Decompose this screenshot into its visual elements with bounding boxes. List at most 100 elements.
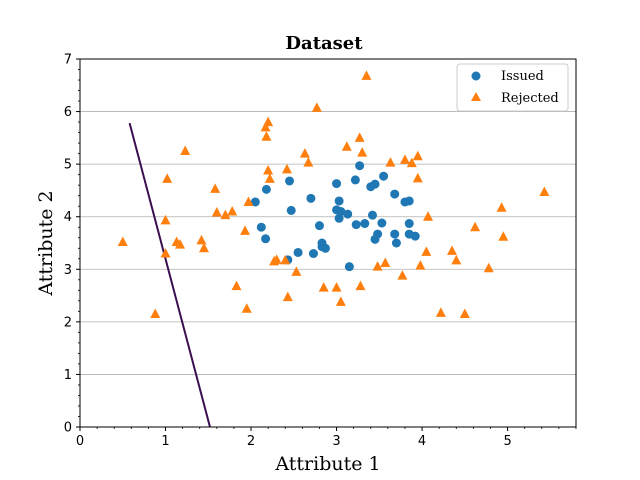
issued-point bbox=[370, 179, 380, 189]
rejected-point bbox=[372, 261, 383, 271]
y-tick-label: 5 bbox=[64, 158, 72, 173]
rejected-point bbox=[280, 254, 291, 265]
y-tick-label: 1 bbox=[64, 368, 72, 383]
rejected-point bbox=[231, 280, 242, 291]
issued-point bbox=[391, 238, 401, 248]
y-tick-label: 2 bbox=[64, 315, 72, 330]
rejected-point bbox=[260, 121, 271, 132]
rejected-point bbox=[311, 102, 322, 112]
issued-point bbox=[343, 209, 353, 219]
rejected-point bbox=[150, 308, 161, 318]
rejected-point bbox=[220, 209, 231, 220]
rejected-point bbox=[399, 154, 410, 164]
issued-point bbox=[320, 243, 330, 253]
x-tick-label: 2 bbox=[247, 434, 255, 449]
rejected-point bbox=[423, 211, 434, 221]
rejected-point bbox=[243, 196, 254, 206]
rejected-point bbox=[318, 282, 329, 292]
legend-marker-rejected bbox=[471, 92, 481, 101]
rejected-point bbox=[117, 236, 128, 246]
rejected-point bbox=[483, 262, 494, 273]
rejected-point bbox=[435, 307, 446, 317]
rejected-point bbox=[361, 70, 372, 80]
rejected-point bbox=[421, 246, 432, 256]
rejected-point bbox=[355, 280, 366, 291]
issued-point bbox=[336, 206, 346, 216]
legend: Issued Rejected bbox=[456, 63, 569, 112]
x-axis-label: Attribute 1 bbox=[274, 453, 380, 475]
rejected-point bbox=[299, 148, 310, 158]
rejected-point bbox=[415, 260, 426, 270]
rejected-point bbox=[406, 157, 417, 168]
plot-frame bbox=[79, 58, 577, 428]
rejected-point bbox=[459, 308, 470, 318]
rejected-point bbox=[160, 248, 171, 258]
issued-point bbox=[261, 234, 271, 244]
rejected-point bbox=[354, 132, 365, 142]
rejected-point bbox=[241, 303, 252, 313]
issued-point bbox=[379, 171, 389, 181]
rejected-point bbox=[303, 157, 314, 167]
issued-point bbox=[344, 262, 354, 272]
rejected-point bbox=[160, 214, 171, 225]
rejected-point bbox=[331, 282, 342, 292]
y-tick-label: 4 bbox=[64, 210, 72, 225]
rejected-point bbox=[357, 147, 368, 157]
axis-ticks: 0 1 2 3 4 5 0 1 2 3 4 5 6 7 bbox=[64, 53, 577, 449]
rejected-point bbox=[271, 254, 282, 264]
y-tick-label: 7 bbox=[64, 53, 72, 68]
rejected-point bbox=[240, 225, 251, 235]
issued-point bbox=[285, 176, 295, 186]
y-tick-label: 3 bbox=[64, 263, 72, 278]
issued-point bbox=[350, 175, 360, 185]
rejected-point bbox=[451, 254, 462, 265]
rejected-point bbox=[162, 173, 173, 183]
rejected-point bbox=[412, 172, 423, 183]
rejected-point bbox=[341, 141, 352, 151]
issued-point bbox=[360, 219, 370, 229]
issued-point bbox=[250, 197, 260, 207]
rejected-point bbox=[291, 266, 302, 276]
rejected-point bbox=[281, 163, 292, 174]
chart-title: Dataset bbox=[285, 33, 363, 54]
issued-point bbox=[367, 210, 377, 220]
decision-boundary-layer bbox=[128, 122, 211, 428]
issued-point bbox=[404, 219, 414, 229]
issued-point bbox=[306, 193, 316, 203]
issued-point bbox=[355, 161, 365, 171]
rejected-point bbox=[199, 242, 209, 253]
issued-point bbox=[334, 213, 344, 223]
x-tick-label: 1 bbox=[161, 434, 169, 449]
rejected-point bbox=[385, 157, 396, 167]
rejected-point bbox=[175, 239, 186, 249]
issued-point bbox=[256, 222, 266, 232]
y-axis-label: Attribute 2 bbox=[35, 190, 57, 296]
rejected-point bbox=[261, 131, 272, 141]
rejected-point bbox=[210, 183, 221, 193]
issued-point bbox=[314, 221, 324, 231]
x-tick-label: 5 bbox=[503, 434, 511, 449]
y-tick-label: 6 bbox=[64, 105, 72, 120]
issued-point bbox=[334, 196, 344, 206]
issued-point bbox=[390, 189, 400, 199]
decision-boundary-line bbox=[128, 122, 211, 428]
x-tick-label: 3 bbox=[332, 434, 340, 449]
issued-point bbox=[332, 179, 342, 189]
rejected-point bbox=[264, 173, 275, 183]
issued-point bbox=[390, 229, 400, 239]
rejected-point bbox=[397, 270, 408, 280]
issued-point bbox=[351, 220, 361, 230]
y-tick-label: 0 bbox=[64, 421, 72, 436]
legend-marker-issued bbox=[471, 71, 481, 81]
x-tick-label: 4 bbox=[418, 434, 426, 449]
issued-point bbox=[377, 218, 387, 228]
legend-label-rejected: Rejected bbox=[501, 91, 559, 106]
rejected-point bbox=[196, 234, 207, 245]
rejected-point bbox=[211, 207, 222, 217]
rejected-point bbox=[447, 245, 457, 255]
rejected-point bbox=[180, 145, 191, 155]
x-tick-label: 0 bbox=[76, 434, 84, 449]
rejected-point bbox=[335, 296, 346, 306]
issued-point bbox=[293, 247, 303, 257]
